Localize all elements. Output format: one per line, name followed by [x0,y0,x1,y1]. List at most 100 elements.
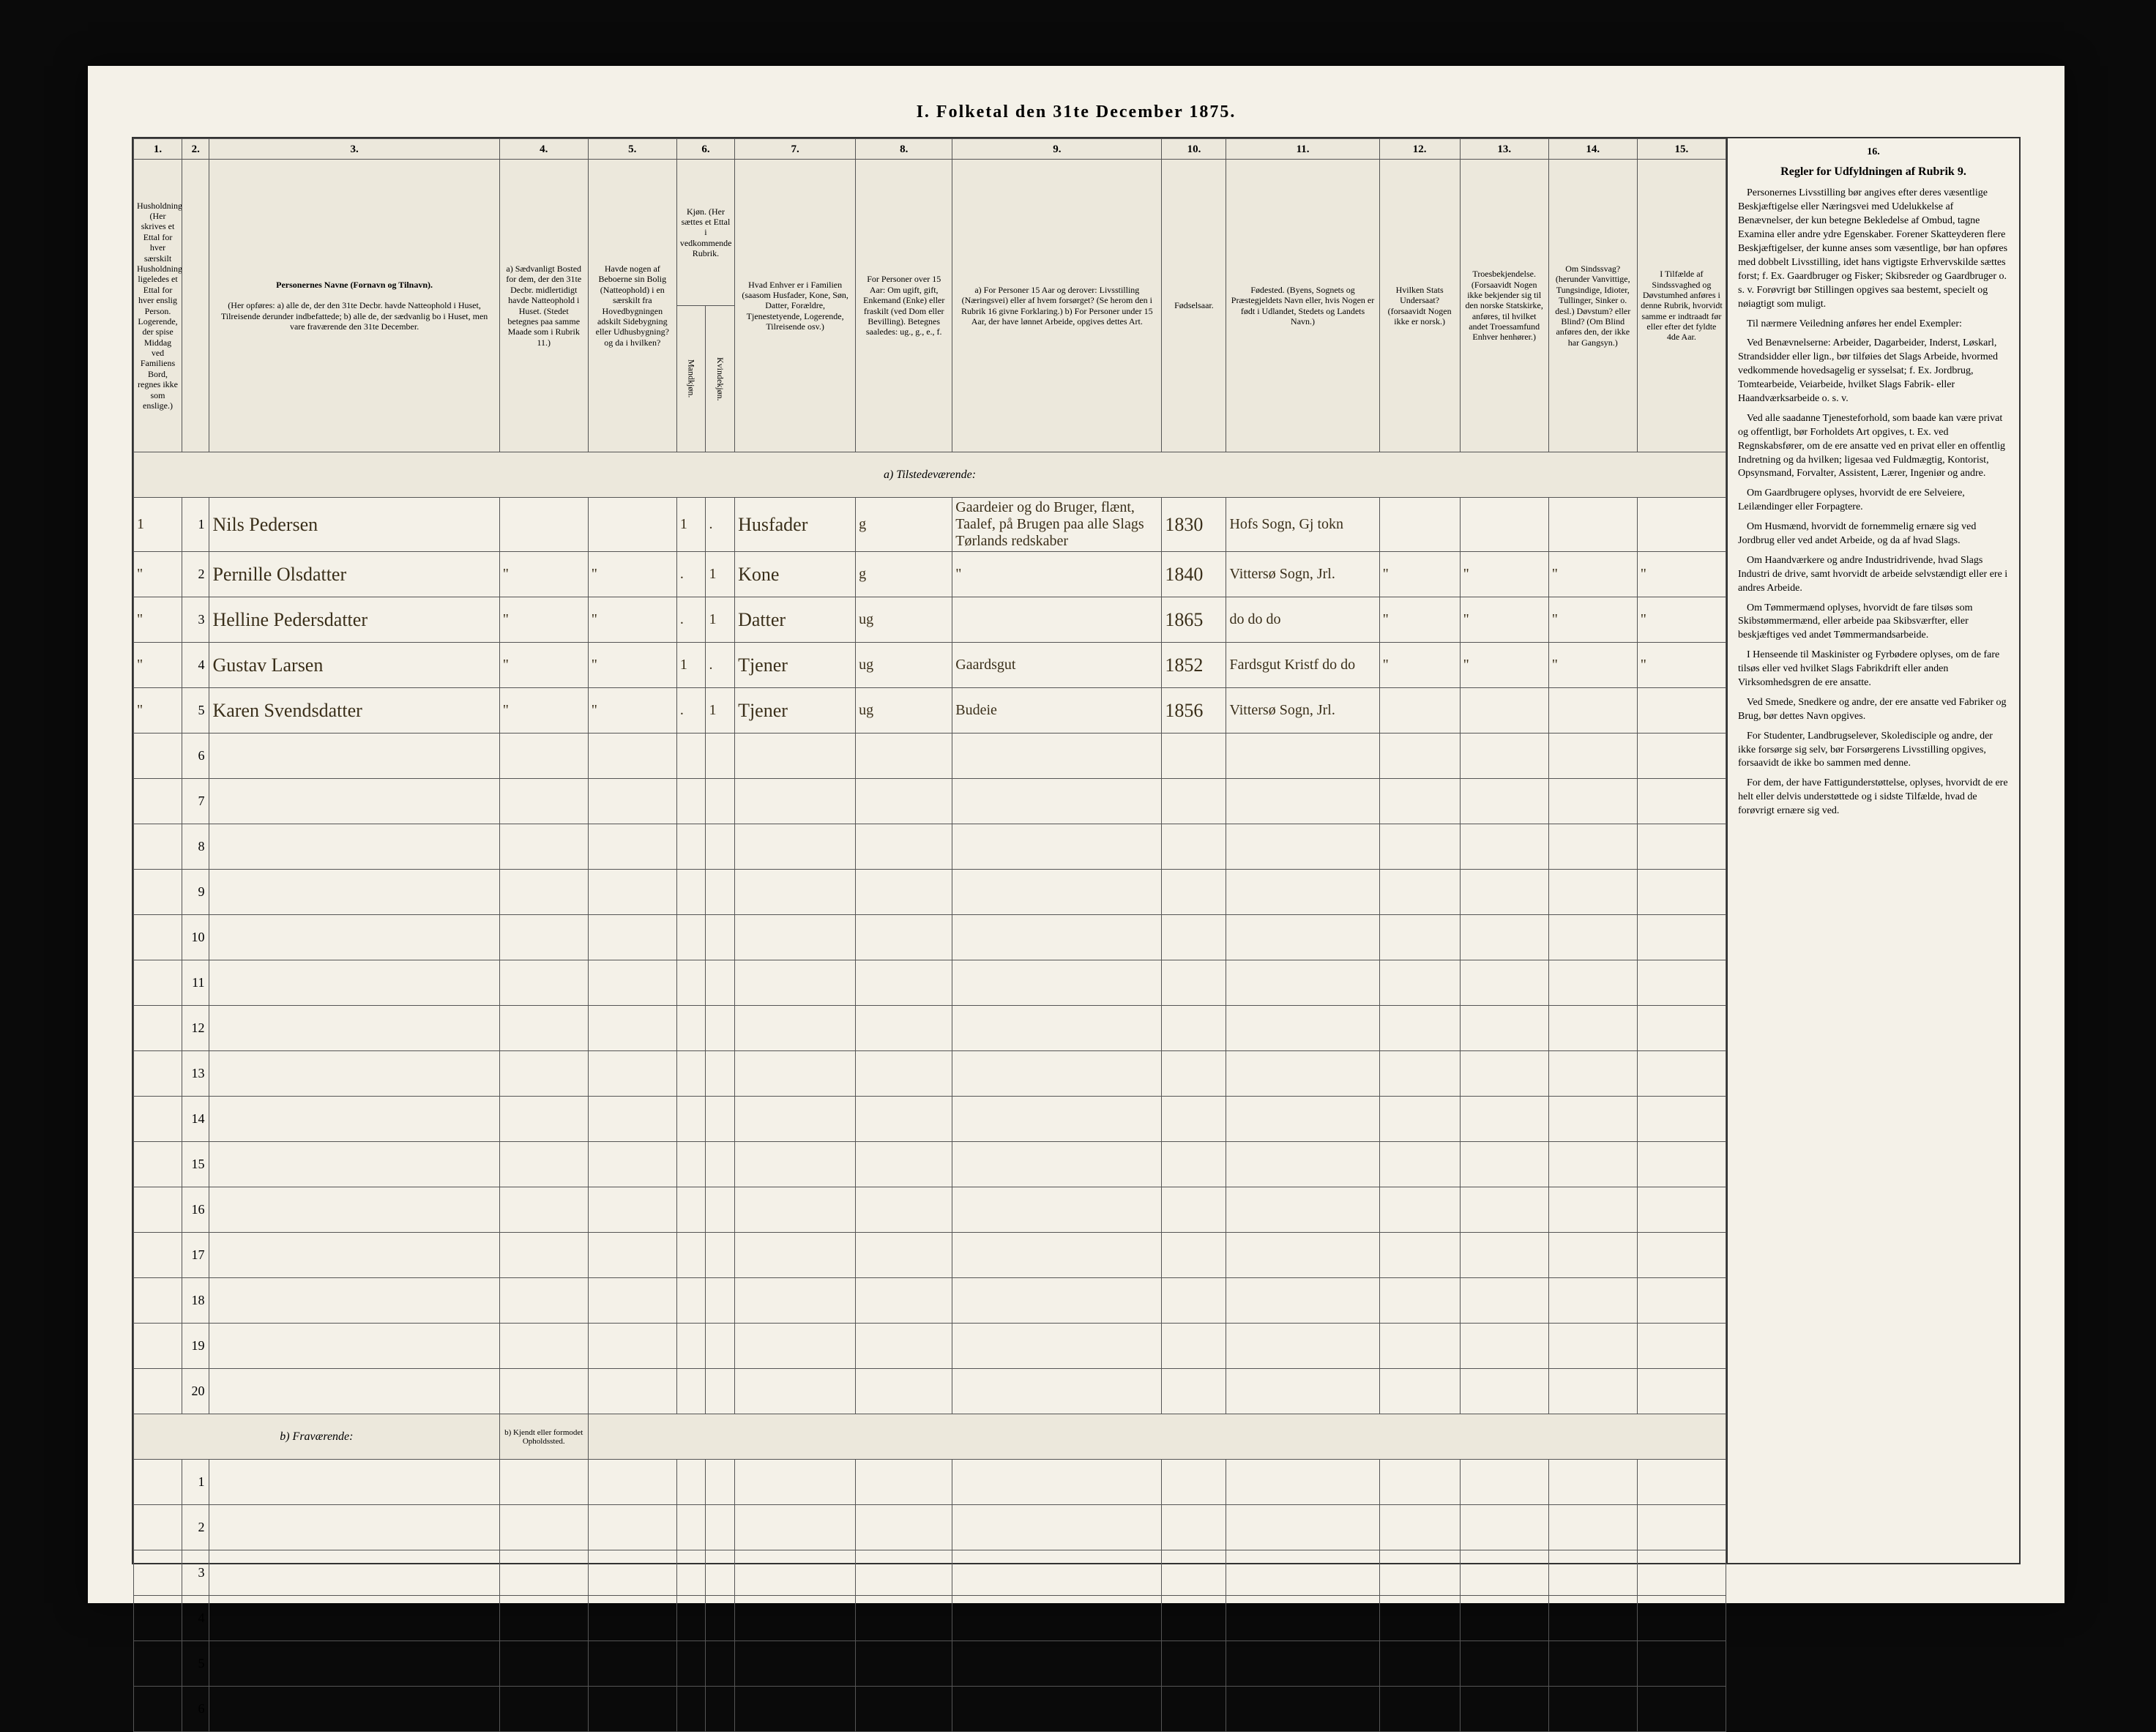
table-cell: Vittersø Sogn, Jrl. [1226,688,1379,734]
table-cell [856,1369,952,1414]
header-residence: a) Sædvanligt Bosted for dem, der den 31… [499,160,588,452]
header-sex-female: Kvindekjøn. [706,306,735,452]
table-cell: g [856,552,952,597]
table-cell [1226,960,1379,1006]
table-cell [1460,1596,1548,1641]
table-cell [499,1505,588,1550]
table-cell [1637,734,1726,779]
table-cell [1637,498,1726,552]
table-cell: 1 [706,552,735,597]
header-occupation: a) For Personer 15 Aar og derover: Livss… [952,160,1162,452]
table-cell [209,824,499,870]
table-cell [952,1097,1162,1142]
table-cell [856,1687,952,1732]
table-cell: . [676,688,706,734]
table-cell [1637,1324,1726,1369]
table-cell [499,1460,588,1505]
table-cell [952,1233,1162,1278]
table-cell [1460,498,1548,552]
table-cell [1637,1505,1726,1550]
table-cell [735,1687,856,1732]
table-cell [1548,824,1637,870]
table-cell [1548,779,1637,824]
table-cell [1637,1097,1726,1142]
table-cell [706,779,735,824]
table-cell: Gaardsgut [952,643,1162,688]
table-cell [952,1187,1162,1233]
table-cell [588,960,676,1006]
section-absent-label: b) Fraværende: [134,1414,500,1460]
table-cell: 1 [134,498,182,552]
table-cell [676,1278,706,1324]
table-cell [952,1142,1162,1187]
census-table: 1. 2. 3. 4. 5. 6. 7. 8. 9. 10. 11. 12. 1… [133,138,1726,1732]
table-cell [499,1278,588,1324]
table-cell [856,1051,952,1097]
colnum-2: 2. [182,139,209,160]
table-cell [209,1051,499,1097]
table-cell [1162,824,1226,870]
table-cell [1637,824,1726,870]
table-cell [134,870,182,915]
table-cell [1548,1460,1637,1505]
table-cell [1460,1641,1548,1687]
table-cell [735,1051,856,1097]
table-cell: Vittersø Sogn, Jrl. [1226,552,1379,597]
table-cell [735,870,856,915]
instructions-panel: 16. Regler for Udfyldningen af Rubrik 9.… [1728,137,2021,1564]
table-cell: Fardsgut Kristf do do [1226,643,1379,688]
table-cell: 6 [182,1687,209,1732]
table-cell [676,1641,706,1687]
colnum-9: 9. [952,139,1162,160]
table-cell [1162,1505,1226,1550]
table-cell [735,1278,856,1324]
table-cell [1637,779,1726,824]
table-cell [706,915,735,960]
table-cell [952,1596,1162,1641]
table-cell: " [588,688,676,734]
table-cell [952,734,1162,779]
header-sex: Kjøn. (Her sættes et Ettal i vedkommende… [676,160,734,306]
table-cell [856,734,952,779]
table-cell [1379,779,1460,824]
table-cell: 5 [182,688,209,734]
document-page: I. Folketal den 31te December 1875. 1. 2… [88,66,2064,1603]
table-cell [1548,1233,1637,1278]
table-cell [499,960,588,1006]
table-cell [209,1687,499,1732]
table-cell [735,1596,856,1641]
table-cell [1162,1097,1226,1142]
table-cell: " [134,643,182,688]
table-cell [1460,734,1548,779]
table-row-empty: 16 [134,1187,1726,1233]
table-cell [134,1460,182,1505]
table-cell [676,1550,706,1596]
table-cell: Nils Pedersen [209,498,499,552]
table-cell [706,824,735,870]
table-cell [1637,1460,1726,1505]
table-row: "3Helline Pedersdatter"".1Datterug1865do… [134,597,1726,643]
table-cell [706,1596,735,1641]
table-cell: Karen Svendsdatter [209,688,499,734]
table-cell [1162,1641,1226,1687]
table-cell [209,1369,499,1414]
table-cell [1379,1550,1460,1596]
table-cell [209,960,499,1006]
table-cell [1162,960,1226,1006]
table-cell [1548,1687,1637,1732]
table-cell [1548,870,1637,915]
header-birthplace: Fødested. (Byens, Sognets og Præstegjeld… [1226,160,1379,452]
table-cell [952,1550,1162,1596]
table-cell [676,779,706,824]
table-cell [209,1324,499,1369]
table-cell [1460,1550,1548,1596]
table-cell [1379,1006,1460,1051]
colnum-1: 1. [134,139,182,160]
table-cell [134,960,182,1006]
table-row-empty: 9 [134,870,1726,915]
table-cell [209,1460,499,1505]
table-cell: 1856 [1162,688,1226,734]
table-cell [134,1142,182,1187]
table-cell [706,734,735,779]
table-cell [1637,1006,1726,1051]
